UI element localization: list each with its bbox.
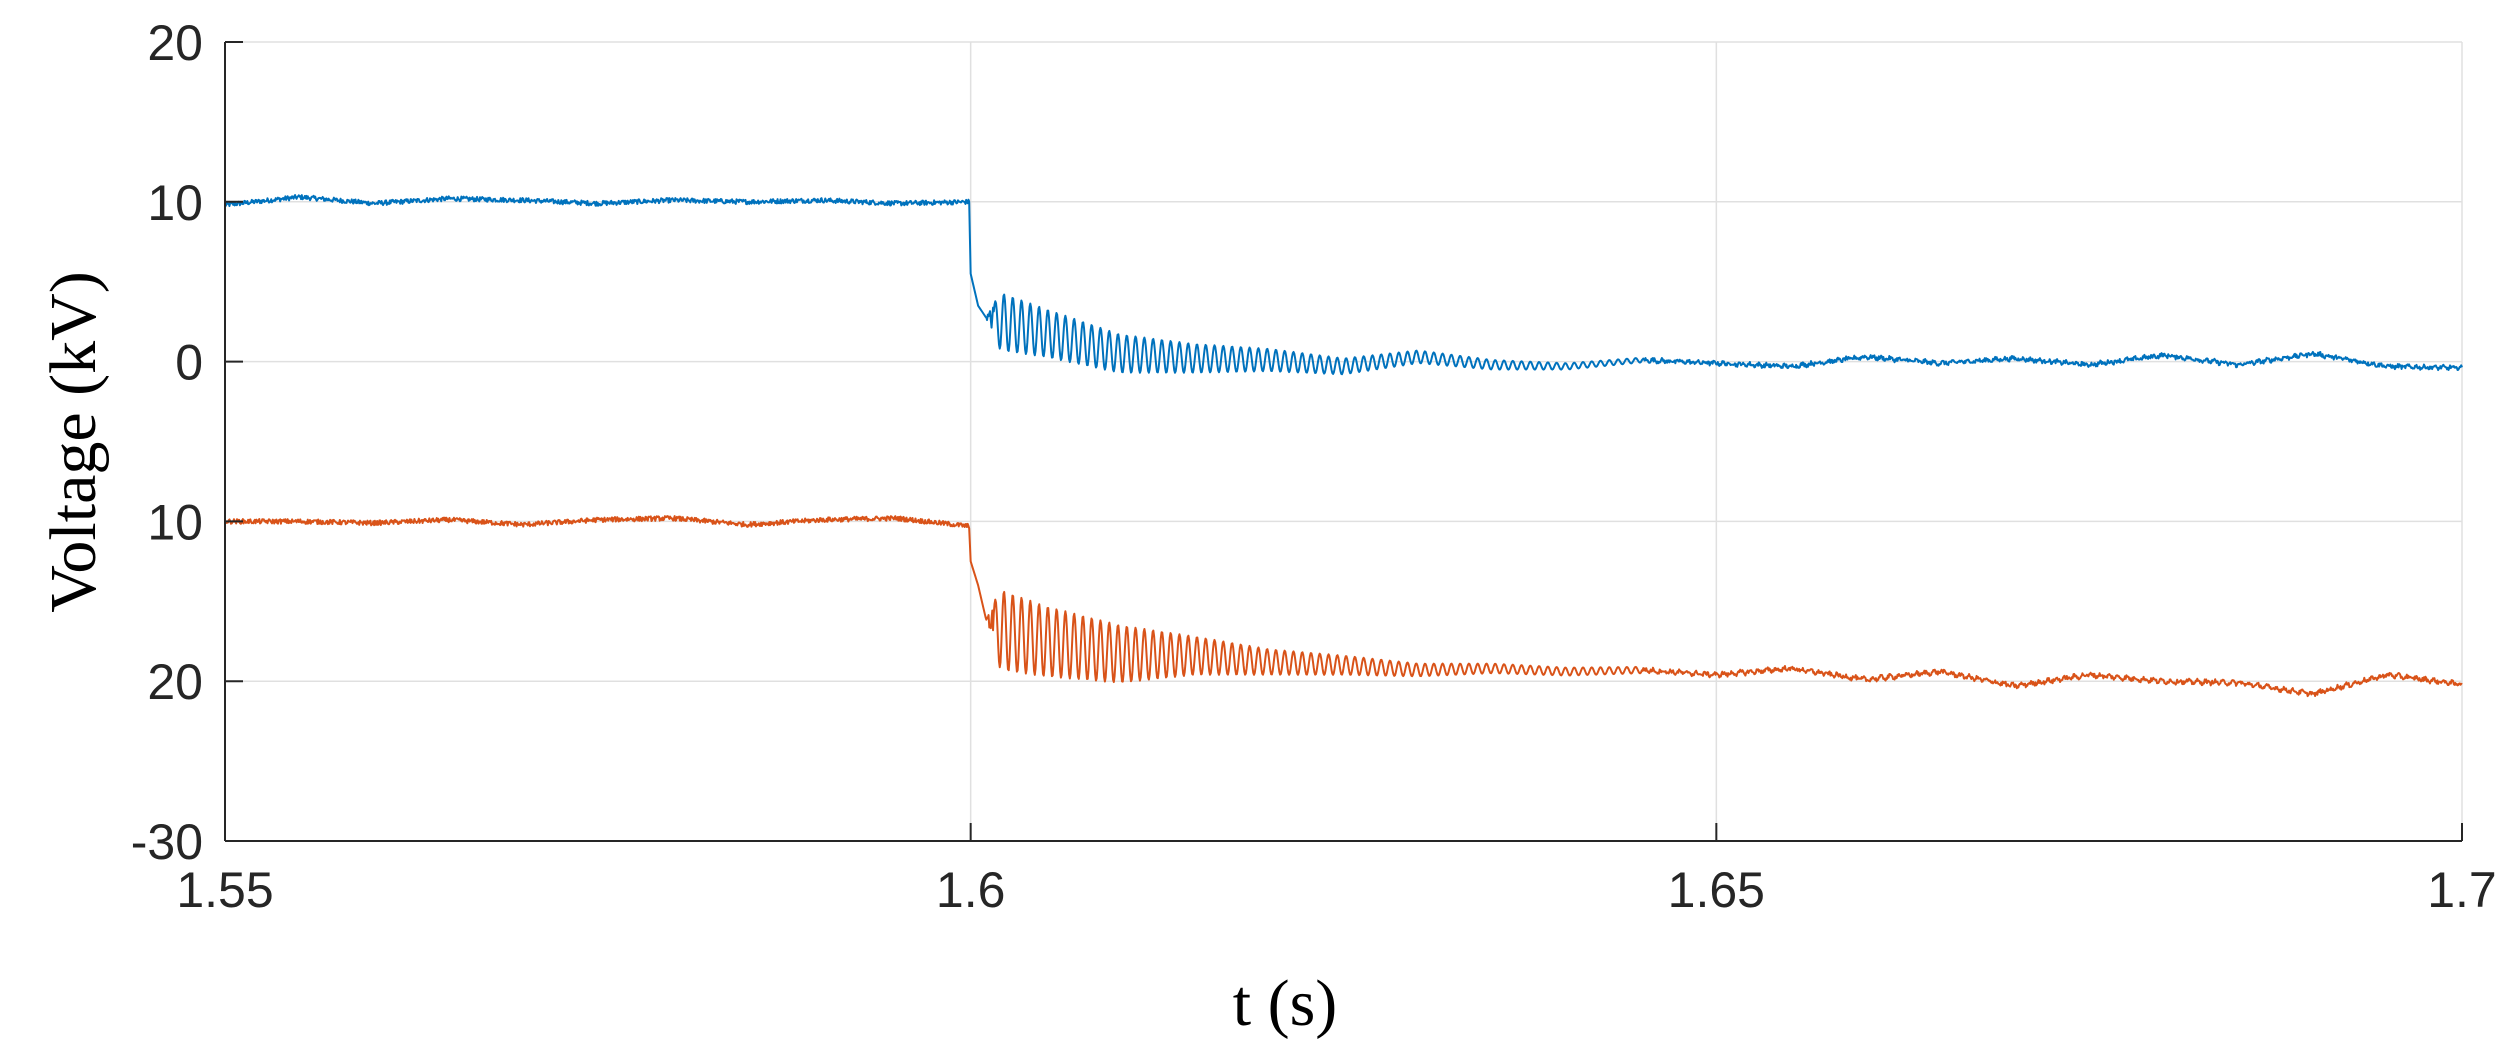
y-axis-title: Voltage (kV) <box>37 271 110 613</box>
y-tick-label: 20 <box>147 654 203 710</box>
y-tick-label: -30 <box>131 814 203 870</box>
x-tick-label: 1.65 <box>1668 862 1765 918</box>
x-axis-title: t (s) <box>1233 967 1337 1040</box>
y-tick-label: 0 <box>175 335 203 391</box>
series-layer <box>224 194 2463 698</box>
axes <box>224 41 2463 842</box>
tick-labels: 1.55 1.6 1.65 1.7 20 10 0 10 20 -30 <box>131 15 2497 918</box>
series-line-2 <box>224 515 2463 698</box>
x-tick-label: 1.7 <box>2427 862 2497 918</box>
x-tick-label: 1.6 <box>936 862 1006 918</box>
series-line-1 <box>224 194 2463 376</box>
plot-area <box>225 42 2462 841</box>
y-tick-label: 20 <box>147 15 203 71</box>
y-tick-label: 10 <box>147 494 203 550</box>
y-tick-label: 10 <box>147 175 203 231</box>
x-tick-label: 1.55 <box>176 862 273 918</box>
